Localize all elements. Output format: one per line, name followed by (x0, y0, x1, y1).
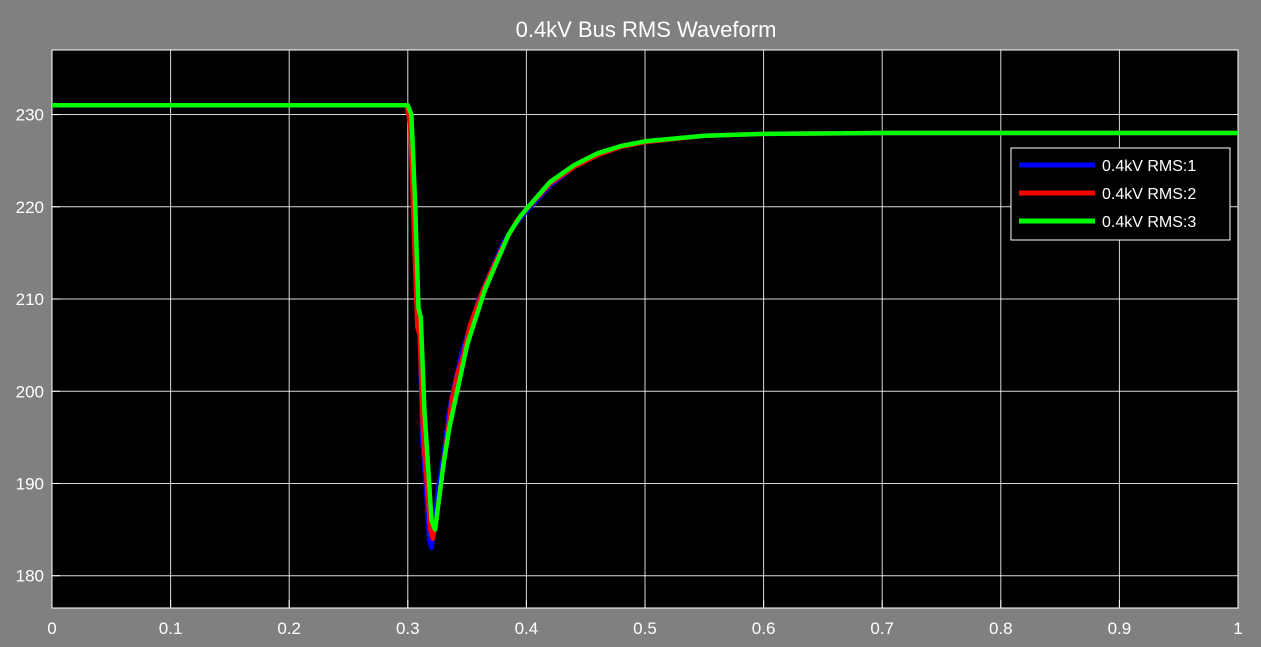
y-tick-label: 180 (16, 567, 44, 586)
x-tick-label: 0 (47, 619, 56, 638)
y-tick-label: 200 (16, 382, 44, 401)
x-tick-label: 1 (1233, 619, 1242, 638)
legend-label-3: 0.4kV RMS:3 (1102, 214, 1196, 231)
plot-area: 0 0.1 0.2 0.3 0.4 0.5 0.6 0.7 0.8 0.9 1 180 190 200 21… (16, 49, 1243, 638)
x-tick-label: 0.3 (396, 619, 420, 638)
legend-label-2: 0.4kV RMS:2 (1102, 186, 1196, 203)
x-tick-label: 0.9 (1108, 619, 1132, 638)
chart-title: 0.4kV Bus RMS Waveform (516, 17, 777, 42)
legend: 0.4kV RMS:1 0.4kV RMS:2 0.4kV RMS:3 (1010, 147, 1231, 241)
series-line-3 (52, 103, 1238, 532)
y-tick-label: 210 (16, 290, 44, 309)
series-layer (52, 103, 1238, 551)
x-tick-label: 0.2 (277, 619, 301, 638)
x-tick-label: 0.4 (515, 619, 539, 638)
x-tick-label: 0.1 (159, 619, 183, 638)
y-tick-label: 220 (16, 198, 44, 217)
x-tick-label: 0.6 (752, 619, 776, 638)
x-tick-label: 0.7 (870, 619, 894, 638)
legend-label-1: 0.4kV RMS:1 (1102, 158, 1196, 175)
y-tick-label: 230 (16, 106, 44, 125)
x-tick-label: 0.5 (633, 619, 657, 638)
x-tick-label: 0.8 (989, 619, 1013, 638)
y-tick-label: 190 (16, 474, 44, 493)
